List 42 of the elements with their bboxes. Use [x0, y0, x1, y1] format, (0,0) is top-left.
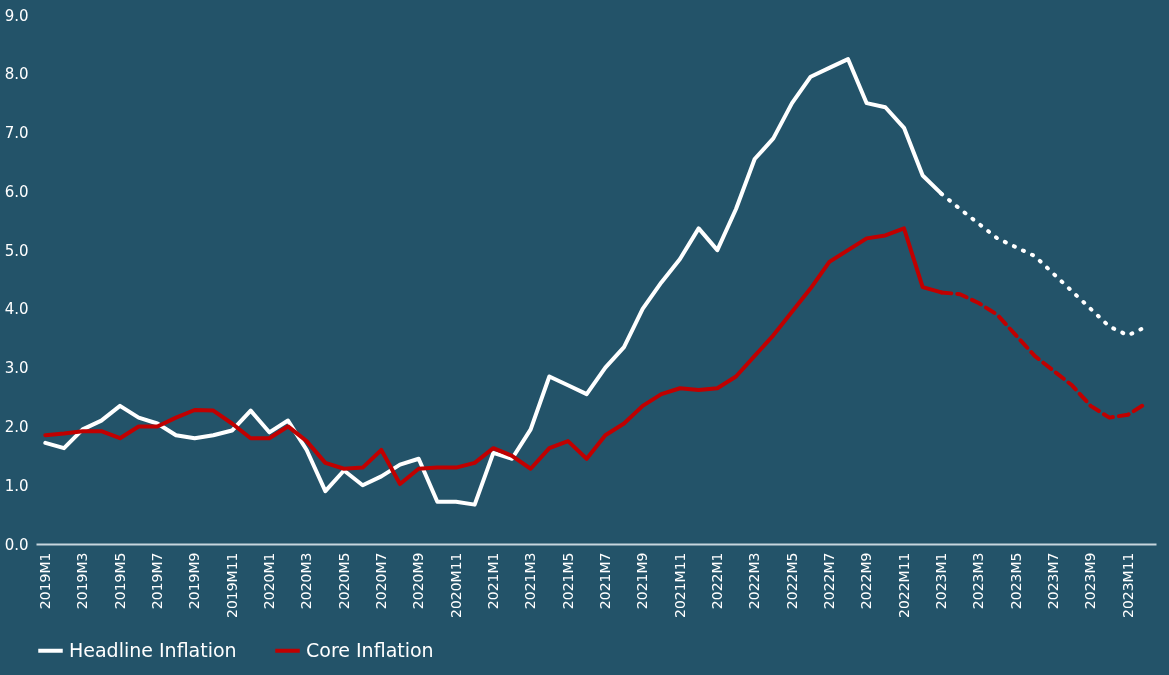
- y-tick-label: 2.0: [4, 417, 29, 436]
- y-tick-label: 3.0: [4, 359, 29, 378]
- x-tick-label: 2023M11: [1119, 552, 1136, 619]
- x-tick-label: 2021M11: [671, 552, 688, 619]
- x-tick-label: 2022M1: [708, 552, 725, 610]
- x-tick-label: 2021M7: [596, 552, 613, 610]
- x-tick-label: 2020M3: [298, 552, 315, 610]
- x-tick-label: 2023M5: [1007, 552, 1024, 610]
- y-tick-label: 7.0: [4, 124, 29, 143]
- x-tick-label: 2020M9: [410, 552, 427, 610]
- y-tick-label: 1.0: [4, 476, 29, 495]
- x-tick-label: 2019M11: [223, 552, 240, 619]
- x-tick-label: 2019M9: [186, 552, 203, 610]
- y-tick-label: 6.0: [4, 182, 29, 201]
- x-tick-label: 2023M1: [932, 552, 949, 610]
- y-tick-label: 8.0: [4, 65, 29, 84]
- legend-label: Headline Inflation: [69, 638, 237, 661]
- x-tick-label: 2023M7: [1044, 552, 1061, 610]
- x-tick-label: 2019M5: [111, 552, 128, 610]
- x-tick-label: 2021M1: [484, 552, 501, 610]
- x-tick-label: 2019M3: [74, 552, 91, 610]
- y-tick-label: 9.0: [4, 6, 29, 25]
- y-tick-label: 0.0: [4, 535, 29, 554]
- x-tick-label: 2022M11: [895, 552, 912, 619]
- legend-label: Core Inflation: [306, 638, 434, 661]
- x-tick-label: 2022M7: [820, 552, 837, 610]
- x-tick-label: 2020M11: [447, 552, 464, 619]
- x-tick-label: 2023M3: [970, 552, 987, 610]
- x-tick-label: 2020M7: [372, 552, 389, 610]
- x-tick-label: 2020M5: [335, 552, 352, 610]
- y-tick-label: 4.0: [4, 300, 29, 319]
- x-tick-label: 2021M5: [559, 552, 576, 610]
- x-tick-label: 2021M9: [634, 552, 651, 610]
- y-tick-label: 5.0: [4, 241, 29, 260]
- x-tick-label: 2021M3: [522, 552, 539, 610]
- x-tick-label: 2022M9: [858, 552, 875, 610]
- x-tick-label: 2022M3: [746, 552, 763, 610]
- x-tick-label: 2023M9: [1082, 552, 1099, 610]
- x-tick-label: 2019M7: [148, 552, 165, 610]
- x-tick-label: 2019M1: [36, 552, 53, 610]
- x-tick-label: 2020M1: [260, 552, 277, 610]
- x-tick-label: 2022M5: [783, 552, 800, 610]
